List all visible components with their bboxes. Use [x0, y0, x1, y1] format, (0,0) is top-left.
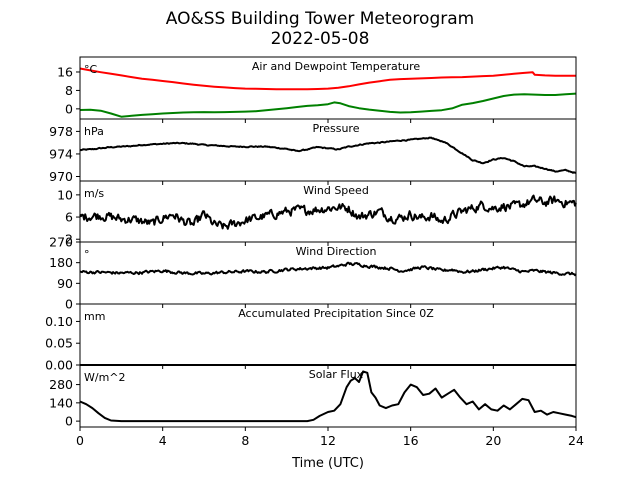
y-tick-label: 0.00 — [45, 358, 73, 373]
x-tick-label: 8 — [241, 433, 249, 448]
y-tick-label: 280 — [49, 377, 73, 392]
x-tick-label: 0 — [76, 433, 84, 448]
y-tick-label: 0.10 — [45, 314, 73, 329]
panel-title: Air and Dewpoint Temperature — [252, 60, 420, 73]
panel-4: Wind Direction ° 0 90 180 270 — [49, 235, 577, 312]
x-tick-label: 24 — [568, 433, 584, 448]
series-line-1-1 — [79, 67, 576, 91]
panel-unit-label: hPa — [84, 125, 104, 138]
panel-unit-label: °C — [84, 63, 98, 76]
panel-title: Pressure — [313, 122, 360, 135]
panel-unit-label: mm — [84, 310, 105, 323]
y-tick-label: 0.05 — [45, 336, 73, 351]
series-line-3-1 — [79, 194, 577, 230]
series-line-4-1 — [79, 261, 577, 277]
panel-unit-label: m/s — [84, 187, 104, 200]
chart-title: AO&SS Building Tower Meteorogram — [166, 9, 474, 29]
x-tick-label: 12 — [320, 433, 336, 448]
x-tick-label: 16 — [403, 433, 419, 448]
y-tick-label: 978 — [49, 124, 73, 139]
panel-5: Accumulated Precipitation Since 0Z mm 0.00… — [45, 303, 577, 373]
panel-1: Air and Dewpoint Temperature °C 0 8 16 — [57, 56, 577, 123]
x-tick-label: 20 — [485, 433, 501, 448]
y-tick-label: 16 — [57, 64, 73, 79]
x-axis-label: Time (UTC) — [291, 456, 364, 471]
series-line-6-1 — [79, 370, 577, 423]
y-tick-label: 180 — [49, 255, 73, 270]
y-tick-label: 974 — [49, 146, 73, 161]
panel-title: Wind Direction — [296, 245, 377, 258]
panel-2: Pressure hPa 970 974 978 — [49, 118, 577, 185]
panel-6: Solar Flux W/m^2 0 140 280 — [49, 364, 577, 431]
series-line-2-1 — [79, 136, 577, 174]
panel-title: Wind Speed — [303, 184, 369, 197]
y-tick-label: 0 — [65, 414, 73, 429]
y-tick-label: 0 — [65, 101, 73, 116]
panel-unit-label: ° — [84, 248, 90, 261]
panel-title: Solar Flux — [309, 368, 364, 381]
y-tick-label: 8 — [65, 83, 73, 98]
y-tick-label: 10 — [57, 187, 73, 202]
series-line-1-2 — [79, 92, 577, 118]
panel-title: Accumulated Precipitation Since 0Z — [238, 307, 434, 320]
y-tick-label: 140 — [49, 395, 73, 410]
y-tick-label: 6 — [65, 210, 73, 225]
x-tick-label: 4 — [159, 433, 167, 448]
y-tick-label: 270 — [49, 235, 73, 250]
y-tick-label: 970 — [49, 169, 73, 184]
panel-3: Wind Speed m/s 2 6 10 — [57, 180, 577, 247]
y-tick-label: 2 — [65, 232, 73, 247]
panel-unit-label: W/m^2 — [84, 371, 126, 384]
y-tick-label: 0 — [65, 297, 73, 312]
chart-subtitle: 2022-05-08 — [271, 29, 370, 49]
y-tick-label: 90 — [57, 276, 73, 291]
